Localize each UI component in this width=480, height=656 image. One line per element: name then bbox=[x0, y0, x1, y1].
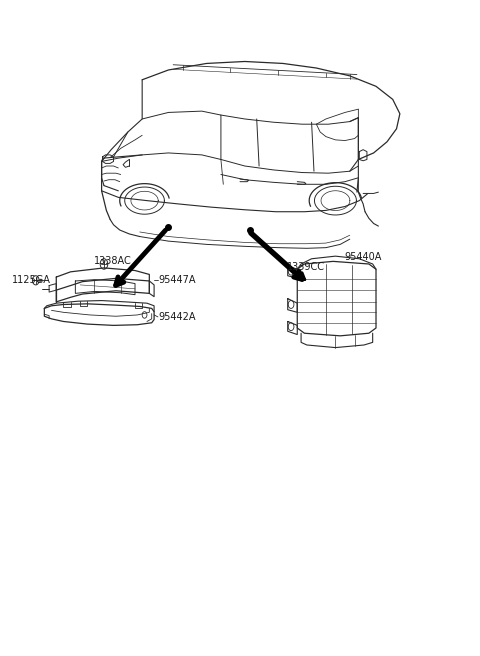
Text: 95447A: 95447A bbox=[158, 275, 195, 285]
Text: 1339CC: 1339CC bbox=[287, 262, 325, 272]
Text: 95440A: 95440A bbox=[344, 253, 382, 262]
Text: 95442A: 95442A bbox=[158, 312, 195, 322]
Text: 1125GA: 1125GA bbox=[12, 276, 51, 285]
Text: 1338AC: 1338AC bbox=[95, 256, 132, 266]
